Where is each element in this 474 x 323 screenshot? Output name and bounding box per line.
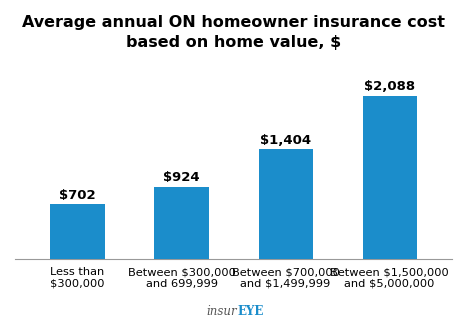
Text: $2,088: $2,088 xyxy=(364,80,415,93)
Bar xyxy=(258,149,313,259)
Text: $924: $924 xyxy=(163,171,200,184)
Text: $702: $702 xyxy=(59,189,96,202)
Bar xyxy=(155,187,209,259)
Title: Average annual ON homeowner insurance cost
based on home value, $: Average annual ON homeowner insurance co… xyxy=(22,15,445,50)
Bar xyxy=(50,204,104,259)
Text: insur: insur xyxy=(206,305,237,318)
Text: $1,404: $1,404 xyxy=(260,134,311,147)
Text: EYE: EYE xyxy=(237,305,264,318)
Bar xyxy=(363,96,417,259)
